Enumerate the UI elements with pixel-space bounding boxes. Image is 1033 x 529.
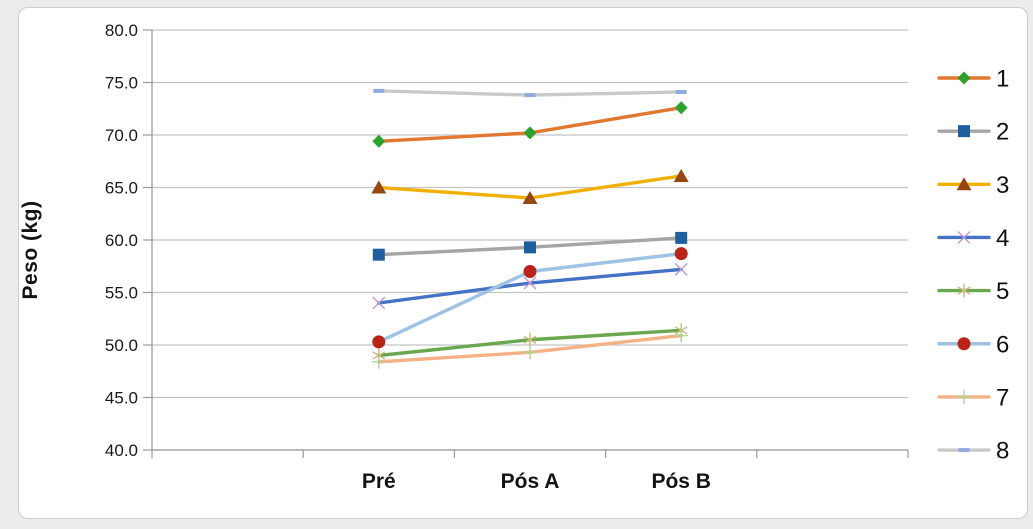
legend-item: 4 <box>937 225 1009 252</box>
data-point-marker <box>372 248 385 261</box>
data-point-marker <box>673 168 689 182</box>
data-point-marker <box>674 101 688 115</box>
y-tick-label: 55.0 <box>105 284 138 303</box>
data-point-marker <box>957 283 971 298</box>
legend-label: 2 <box>996 119 1009 146</box>
y-tick-label: 70.0 <box>105 126 138 145</box>
legend-label: 5 <box>996 278 1009 305</box>
y-tick-label: 60.0 <box>105 231 138 250</box>
data-point-marker <box>523 265 537 278</box>
legend-label: 8 <box>996 438 1009 465</box>
data-point-marker <box>957 389 971 404</box>
data-point-marker <box>674 328 689 343</box>
legend-item: 8 <box>937 438 1009 465</box>
data-point-marker <box>523 345 537 360</box>
x-category-label: Pós A <box>501 470 560 493</box>
legend-label: 3 <box>996 172 1009 199</box>
chart-frame: Peso (kg) <box>18 7 1028 519</box>
x-category-label: Pós B <box>651 470 711 493</box>
legend-item: 6 <box>937 331 1009 358</box>
legend-item: 3 <box>937 172 1009 199</box>
data-point-marker <box>522 191 538 204</box>
data-point-marker <box>956 177 972 191</box>
data-point-marker <box>957 71 971 85</box>
y-tick-label: 80.0 <box>105 21 138 40</box>
series-6 <box>372 247 688 349</box>
data-point-marker <box>958 448 970 453</box>
series-4 <box>372 262 688 310</box>
y-tick-label: 75.0 <box>105 74 138 93</box>
data-point-marker <box>524 241 536 254</box>
series-2 <box>372 231 688 261</box>
data-point-marker <box>371 354 386 369</box>
legend-item: 5 <box>937 278 1009 305</box>
data-point-marker <box>371 180 387 194</box>
legend-label: 7 <box>996 384 1009 411</box>
y-tick-label: 40.0 <box>105 441 138 460</box>
data-point-marker <box>372 335 386 349</box>
series-3 <box>371 168 689 204</box>
legend-item: 2 <box>937 119 1009 146</box>
y-tick-label: 50.0 <box>105 336 138 355</box>
series-1 <box>372 101 688 148</box>
data-point-marker <box>523 276 537 290</box>
data-point-marker <box>957 230 971 244</box>
data-point-marker <box>675 231 688 244</box>
data-point-marker <box>674 262 688 276</box>
data-point-marker <box>523 332 537 347</box>
data-point-marker <box>372 134 386 148</box>
data-point-marker <box>675 89 687 94</box>
data-point-marker <box>524 93 536 98</box>
y-tick-label: 65.0 <box>105 179 138 198</box>
data-point-marker <box>957 337 971 351</box>
data-point-marker <box>674 247 688 261</box>
legend-item: 1 <box>937 66 1009 93</box>
legend-item: 7 <box>937 384 1009 411</box>
series-7 <box>371 328 689 369</box>
data-point-marker <box>958 125 970 138</box>
data-point-marker <box>372 296 386 310</box>
series-8 <box>373 88 687 98</box>
legend-label: 4 <box>996 225 1009 252</box>
x-category-label: Pré <box>362 470 396 493</box>
data-point-marker <box>523 126 537 140</box>
data-point-marker <box>373 88 385 93</box>
y-tick-label: 45.0 <box>105 389 138 408</box>
legend-label: 1 <box>996 66 1009 93</box>
legend-label: 6 <box>996 331 1009 358</box>
